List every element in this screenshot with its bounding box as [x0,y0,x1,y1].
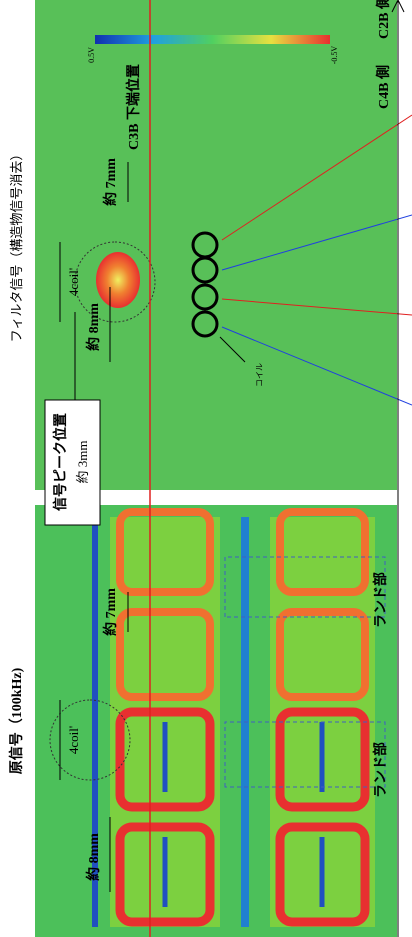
side-label: C4B 側 [375,65,392,109]
side-label: C2B 側 [375,0,392,39]
coil [191,283,219,311]
land-outline [275,707,370,812]
dimension-label: 約 8mm [85,303,102,351]
coil-label: コイル [255,363,264,387]
red-arrow [221,114,412,241]
land-outline [276,508,369,596]
coil-span: 4coil' [66,726,81,754]
colorbar [95,35,330,44]
dimension-label: 約 8mm [85,833,102,881]
peak-label: 信号ピーク位置 [52,413,69,511]
coil [191,310,219,338]
land-outline [116,608,214,701]
dimension-label: 約 7mm [102,588,119,636]
land-label: ランド部 [372,572,389,628]
panel-title: フィルタ信号（構造物信号消去） [9,148,24,343]
signal-spot [96,252,140,308]
coils [191,231,219,338]
red-arrow [221,298,412,316]
coil [191,256,219,284]
land-outline [275,822,370,927]
dotted-circle [49,699,131,781]
arrow-head [391,0,405,13]
peak-box [44,399,101,526]
blue-arrow [221,214,412,271]
dotted-circle [74,241,156,323]
edge-label: C3B 下端位置 [125,64,142,150]
colorbar-max: -0.5V [330,46,339,65]
land-label: ランド部 [372,742,389,798]
panel-title: 原信号（100kHz) [8,667,25,774]
land-outline [115,707,215,812]
colorbar-min: 0.5V [87,47,96,63]
land-outline [276,608,369,701]
peak-label: 約 3mm [75,441,90,484]
dimensions [59,162,129,892]
land-frame [224,556,386,618]
land-outline [115,822,215,927]
coil-pointer [219,336,246,363]
land-outline [116,508,214,596]
dimension-label: 約 7mm [102,158,119,206]
blue-arrow [221,326,412,406]
original-pattern [49,508,386,927]
coil-span: 4coil' [66,268,81,296]
